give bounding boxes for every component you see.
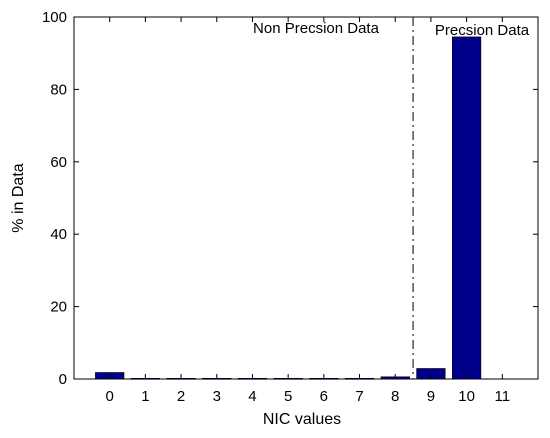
x-tick-label: 11	[495, 388, 511, 405]
x-axis-label: NIC values	[263, 411, 341, 428]
bar-10	[451, 36, 482, 380]
y-ticks: 0 20 40 60 80 100	[42, 9, 538, 388]
annotation-non-precision: Non Precsion Data	[253, 20, 380, 37]
annotation-precision: Precsion Data	[435, 22, 530, 39]
x-tick-label: 8	[391, 388, 399, 405]
y-axis-label: % in Data	[10, 163, 27, 232]
y-tick-label: 80	[50, 81, 67, 98]
x-tick-label: 3	[213, 388, 221, 405]
x-tick-label: 7	[355, 388, 363, 405]
y-tick-label: 40	[50, 226, 67, 243]
x-tick-label: 0	[106, 388, 114, 405]
x-tick-label: 1	[141, 388, 149, 405]
y-tick-label: 60	[50, 154, 67, 171]
y-tick-label: 0	[59, 371, 67, 388]
y-tick-label: 100	[42, 9, 67, 26]
y-tick-label: 20	[50, 299, 67, 316]
x-tick-label: 5	[284, 388, 292, 405]
x-tick-label: 2	[177, 388, 185, 405]
x-ticks: 0 1 2 3 4 5 6 7 8 9 10 11	[106, 17, 511, 405]
x-tick-label: 10	[458, 388, 475, 405]
x-tick-label: 9	[427, 388, 435, 405]
x-tick-label: 4	[248, 388, 256, 405]
x-tick-label: 6	[320, 388, 328, 405]
